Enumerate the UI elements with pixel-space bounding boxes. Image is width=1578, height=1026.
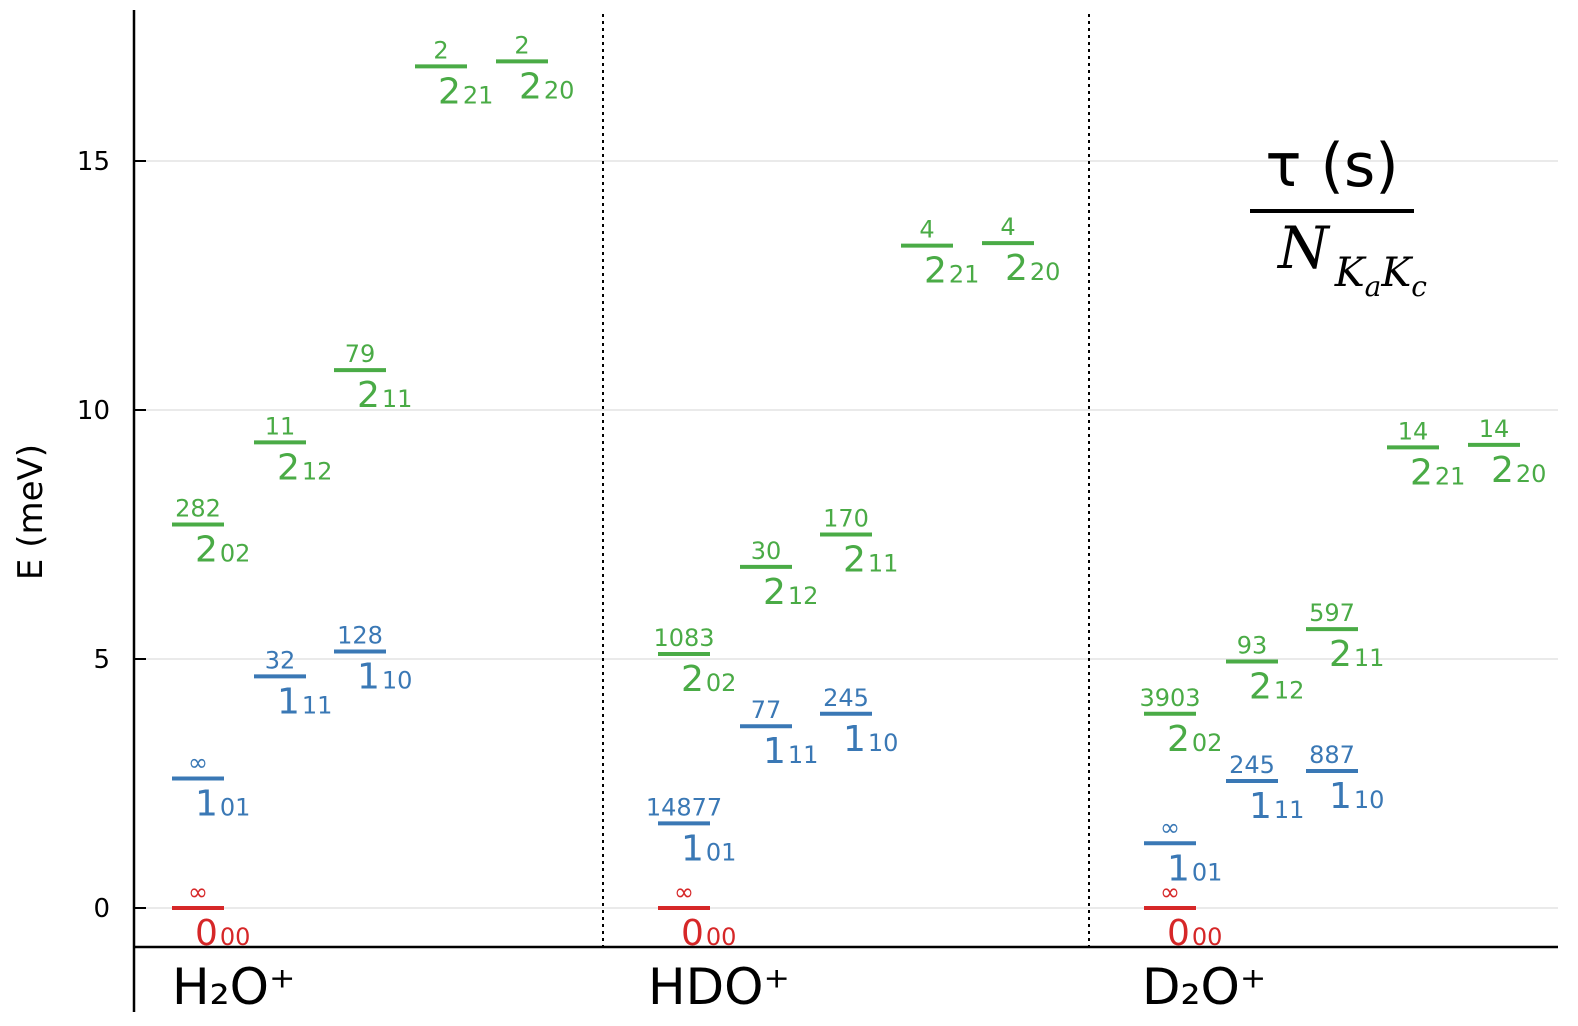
level-state-label: 220	[1491, 450, 1546, 491]
level-state-label: 101	[681, 828, 736, 869]
level-lifetime: 77	[751, 696, 782, 724]
level-lifetime: 2	[433, 36, 448, 64]
energy-level: ∞ 101	[1144, 813, 1222, 889]
level-state-label: 221	[438, 71, 493, 112]
group-label: H₂O⁺	[172, 958, 295, 1016]
level-state-label: 202	[195, 530, 250, 571]
level-lifetime: ∞	[1160, 813, 1180, 841]
level-state-label: 221	[924, 251, 979, 292]
level-lifetime: 1083	[653, 624, 714, 652]
level-state-label: 000	[1167, 913, 1222, 954]
energy-level: ∞ 000	[658, 878, 736, 954]
level-lifetime: 4	[919, 216, 934, 244]
y-tick-label: 15	[77, 147, 110, 177]
level-state-label: 212	[763, 572, 818, 613]
level-lifetime: 14	[1479, 415, 1510, 443]
level-state-label: 111	[763, 731, 818, 772]
y-tick-label: 10	[77, 396, 110, 426]
grid-lines	[134, 160, 1558, 909]
level-state-label: 202	[681, 659, 736, 700]
level-lifetime: 32	[265, 646, 296, 674]
level-state-label: 202	[1167, 719, 1222, 760]
level-state-label: 211	[843, 540, 898, 581]
level-state-label: 110	[1329, 776, 1384, 817]
level-state-label: 000	[195, 913, 250, 954]
energy-level: ∞ 000	[1144, 878, 1222, 954]
group-label: D₂O⁺	[1142, 958, 1266, 1016]
energy-level: ∞ 000	[172, 878, 250, 954]
level-lifetime: 79	[345, 340, 376, 368]
level-state-label: 212	[1249, 666, 1304, 707]
level-state-label: 212	[277, 447, 332, 488]
level-lifetime: 282	[175, 495, 221, 523]
level-state-label: 110	[357, 657, 412, 698]
level-lifetime: 245	[823, 684, 869, 712]
level-state-label: 000	[681, 913, 736, 954]
tau-numerator: τ (s)	[1265, 131, 1398, 201]
axes: 0 5 10 15	[77, 10, 1558, 1012]
level-lifetime: ∞	[1160, 878, 1180, 906]
level-lifetime: 30	[751, 537, 782, 565]
level-lifetime: 597	[1309, 599, 1355, 627]
energy-level: 3903 202	[1139, 684, 1222, 760]
level-lifetime: ∞	[188, 749, 208, 777]
level-lifetime: 128	[337, 622, 383, 650]
group-dividers	[602, 14, 1090, 947]
level-state-label: 220	[519, 66, 574, 107]
level-state-label: 211	[1329, 634, 1384, 675]
level-state-label: 110	[843, 719, 898, 760]
tau-legend: τ (s) N KaKc	[1250, 131, 1427, 303]
level-lifetime: 887	[1309, 741, 1355, 769]
level-lifetime: 4	[1000, 213, 1015, 241]
level-lifetime: 245	[1229, 751, 1275, 779]
y-tick-label: 0	[93, 894, 110, 924]
level-state-label: 101	[1167, 848, 1222, 889]
energy-level: ∞ 101	[172, 749, 250, 825]
y-tick-label: 5	[93, 645, 110, 675]
level-state-label: 101	[195, 784, 250, 825]
level-lifetime: 14	[1398, 417, 1429, 445]
energy-level: 1083 202	[653, 624, 736, 700]
level-lifetime: 14877	[646, 793, 722, 821]
level-state-label: 221	[1410, 452, 1465, 493]
level-state-label: 220	[1005, 248, 1060, 289]
level-state-label: 211	[357, 375, 412, 416]
group-label: HDO⁺	[648, 958, 790, 1016]
level-lifetime: 3903	[1139, 684, 1200, 712]
level-lifetime: 11	[265, 412, 296, 440]
level-lifetime: 93	[1237, 631, 1268, 659]
group-labels: H₂O⁺ HDO⁺ D₂O⁺	[172, 958, 1266, 1016]
energy-level: 14877 101	[646, 793, 737, 869]
level-lifetime: 170	[823, 505, 869, 533]
level-lifetime: 2	[514, 31, 529, 59]
energy-levels: ∞000∞10132111128110282202112127921122212…	[172, 31, 1546, 954]
level-state-label: 111	[1249, 786, 1304, 827]
level-lifetime: ∞	[188, 878, 208, 906]
level-lifetime: ∞	[674, 878, 694, 906]
y-axis-title: E (meV)	[11, 444, 51, 580]
tau-denominator: N KaKc	[1276, 214, 1427, 303]
level-state-label: 111	[277, 681, 332, 722]
